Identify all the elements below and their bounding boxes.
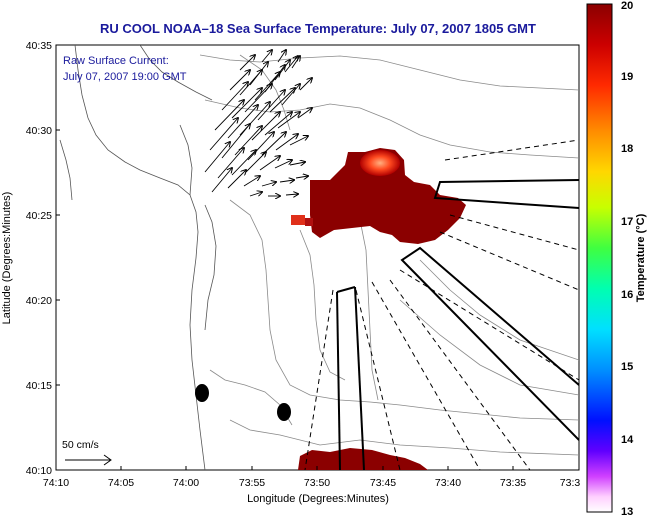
colorbar [586,3,613,513]
plot-frame [55,44,580,471]
y-tick-label: 40:15 [26,380,52,392]
x-tick-marks [55,466,514,470]
solid-wedges [336,179,579,470]
x-tick-label: 73:50 [304,477,330,489]
x-tick-label: 73:3 [560,477,581,489]
colorbar-tick: 15 [621,361,633,373]
colorbar-tick: 13 [621,506,633,518]
scale-arrow [65,454,112,466]
y-tick-label: 40:25 [26,210,52,222]
current-annotation-line1: Raw Surface Current: [63,55,169,67]
x-tick-label: 74:00 [173,477,199,489]
map-title: RU COOL NOAA–18 Sea Surface Temperature:… [100,21,536,36]
current-vectors [204,50,312,196]
bathymetry-contours [199,54,579,456]
station-dot [195,384,209,402]
colorbar-tick: 17 [621,216,633,228]
map-layers [59,45,579,470]
y-axis-label: Latitude (Degrees:Minutes) [1,192,13,325]
x-tick-label: 74:05 [108,477,134,489]
x-axis-label: Longitude (Degrees:Minutes) [247,493,389,505]
coastline [59,45,217,470]
x-tick-label: 73:40 [435,477,461,489]
x-tick-label: 73:45 [370,477,396,489]
x-tick-label: 73:35 [500,477,526,489]
y-axis-ticks: 40:35 40:30 40:25 40:20 40:15 40:10 [26,40,52,477]
x-tick-label: 74:10 [43,477,69,489]
current-annotation-line2: July 07, 2007 19:00 GMT [63,71,187,83]
y-tick-label: 40:30 [26,125,52,137]
dashed-radials [304,139,579,470]
y-tick-label: 40:10 [26,465,52,477]
colorbar-tick: 19 [621,71,633,83]
station-dot [277,403,291,421]
colorbar-ticks: 20 19 18 17 16 15 14 13 [621,0,634,518]
colorbar-label: Temperature (°C) [635,213,647,302]
x-axis-ticks: 74:10 74:05 74:00 73:55 73:50 73:45 73:4… [43,477,581,489]
y-tick-label: 40:35 [26,40,52,52]
colorbar-tick: 18 [621,143,633,155]
scale-label: 50 cm/s [62,439,99,451]
x-tick-label: 73:55 [239,477,265,489]
y-tick-label: 40:20 [26,295,52,307]
colorbar-tick: 16 [621,289,633,301]
colorbar-tick: 14 [621,434,634,446]
y-tick-marks [56,44,60,386]
colorbar-tick: 20 [621,0,633,12]
